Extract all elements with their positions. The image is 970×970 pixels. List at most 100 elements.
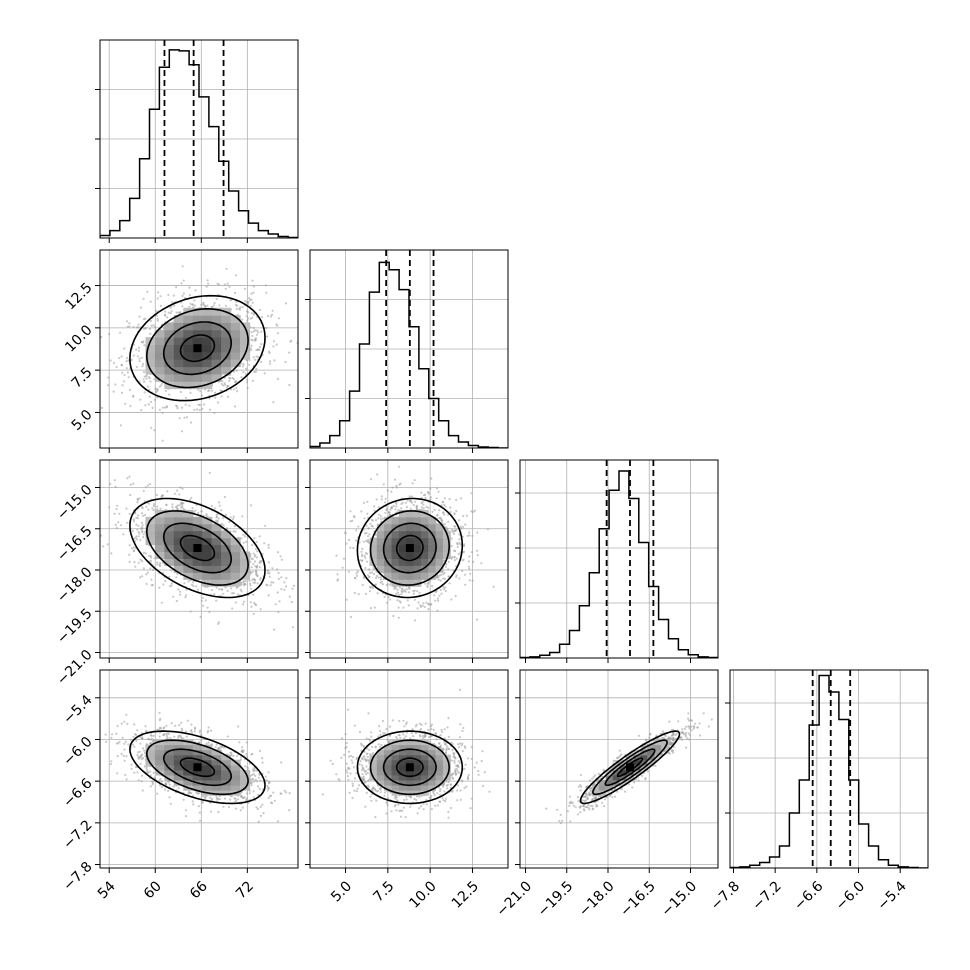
scatter-point bbox=[364, 532, 367, 535]
scatter-point bbox=[321, 793, 324, 796]
scatter-point bbox=[154, 387, 157, 390]
density-cell bbox=[391, 759, 400, 766]
scatter-point bbox=[430, 477, 433, 480]
scatter-point bbox=[140, 780, 143, 783]
scatter-point bbox=[126, 356, 129, 360]
x-tick-label: −15.0 bbox=[658, 878, 700, 920]
density-cell bbox=[376, 769, 385, 776]
density-cell bbox=[192, 315, 203, 323]
y-tick-label: −7.8 bbox=[60, 859, 95, 894]
scatter-point bbox=[230, 795, 233, 798]
scatter-point bbox=[264, 524, 267, 527]
scatter-point bbox=[245, 540, 248, 544]
scatter-point bbox=[217, 517, 220, 520]
scatter-point bbox=[371, 587, 374, 590]
scatter-point bbox=[454, 525, 457, 528]
scatter-point bbox=[403, 588, 406, 592]
scatter-point bbox=[234, 291, 237, 295]
scatter-point bbox=[405, 798, 408, 801]
scatter-point bbox=[373, 787, 376, 791]
scatter-point bbox=[470, 757, 473, 761]
scatter-point bbox=[224, 304, 227, 307]
scatter-point bbox=[681, 728, 684, 731]
scatter-point bbox=[100, 406, 103, 409]
scatter-point bbox=[267, 543, 270, 547]
scatter-point bbox=[128, 512, 131, 516]
scatter-point bbox=[461, 569, 464, 573]
scatter-point bbox=[216, 519, 219, 523]
scatter-point bbox=[613, 795, 617, 798]
density-cell bbox=[183, 744, 194, 751]
scatter-point bbox=[121, 384, 124, 387]
scatter-point bbox=[225, 267, 228, 270]
density-cell bbox=[230, 359, 241, 368]
density-cell bbox=[183, 381, 194, 390]
density-cell bbox=[145, 537, 156, 546]
density-cell bbox=[398, 516, 407, 525]
scatter-point bbox=[373, 509, 376, 512]
scatter-point bbox=[463, 786, 466, 790]
density-cell bbox=[376, 537, 385, 546]
scatter-point bbox=[147, 508, 150, 511]
scatter-point bbox=[422, 802, 425, 805]
scatter-point bbox=[198, 408, 201, 412]
scatter-point bbox=[241, 306, 244, 309]
density-cell bbox=[428, 565, 437, 573]
scatter-point bbox=[106, 543, 109, 546]
scatter-point bbox=[672, 737, 675, 740]
scatter-point bbox=[96, 727, 98, 729]
density-cell bbox=[442, 537, 451, 546]
scatter-point bbox=[176, 407, 179, 410]
scatter-point bbox=[365, 539, 368, 543]
scatter-point bbox=[579, 789, 582, 792]
density-cell bbox=[173, 351, 184, 360]
density-cell bbox=[202, 544, 213, 552]
density-cell bbox=[211, 373, 222, 382]
scatter-point bbox=[124, 773, 127, 777]
scatter-point bbox=[209, 408, 212, 411]
scatter-point bbox=[161, 406, 164, 409]
scatter-point bbox=[115, 526, 118, 530]
scatter-point bbox=[158, 586, 161, 589]
scatter-point bbox=[189, 610, 192, 613]
scatter-point bbox=[238, 308, 242, 311]
scatter-point bbox=[176, 507, 179, 510]
scatter-point bbox=[361, 559, 364, 562]
scatter-point bbox=[254, 548, 257, 551]
scatter-point bbox=[256, 780, 259, 783]
density-cell bbox=[420, 754, 429, 761]
scatter-point bbox=[587, 803, 590, 807]
panel-frame bbox=[99, 669, 299, 869]
scatter-point bbox=[450, 741, 453, 744]
scatter-point bbox=[206, 731, 209, 734]
contour-level-2 bbox=[145, 739, 249, 796]
scatter-point bbox=[202, 403, 206, 406]
panel-3-2: −21.0 −19.5 −18.0 −16.5 −15.0 bbox=[493, 669, 719, 920]
scatter-point bbox=[372, 567, 375, 570]
scatter-point bbox=[122, 380, 126, 383]
scatter-point bbox=[242, 371, 245, 374]
density-cell bbox=[406, 579, 415, 587]
scatter-point bbox=[450, 759, 453, 762]
scatter-point bbox=[156, 388, 159, 391]
scatter-point bbox=[358, 784, 361, 787]
scatter-point bbox=[374, 583, 378, 586]
panel-2-0: −21.0−19.5−18.0−16.5−15.0 bbox=[54, 459, 299, 688]
scatter-point bbox=[141, 737, 144, 740]
scatter-point bbox=[461, 742, 464, 745]
scatter-point bbox=[252, 612, 255, 616]
density-cell bbox=[428, 785, 437, 791]
scatter-point bbox=[137, 326, 140, 329]
scatter-point bbox=[273, 799, 276, 802]
density-cell bbox=[398, 544, 407, 552]
scatter-point bbox=[451, 790, 454, 793]
density-cell bbox=[413, 785, 422, 791]
scatter-point bbox=[271, 801, 274, 805]
scatter-point bbox=[174, 724, 177, 727]
panel-frame bbox=[519, 669, 719, 869]
density-cell bbox=[435, 565, 444, 573]
scatter-point bbox=[624, 790, 627, 793]
scatter-point bbox=[371, 571, 374, 574]
scatter-point bbox=[249, 601, 252, 604]
density-cell bbox=[173, 322, 184, 331]
